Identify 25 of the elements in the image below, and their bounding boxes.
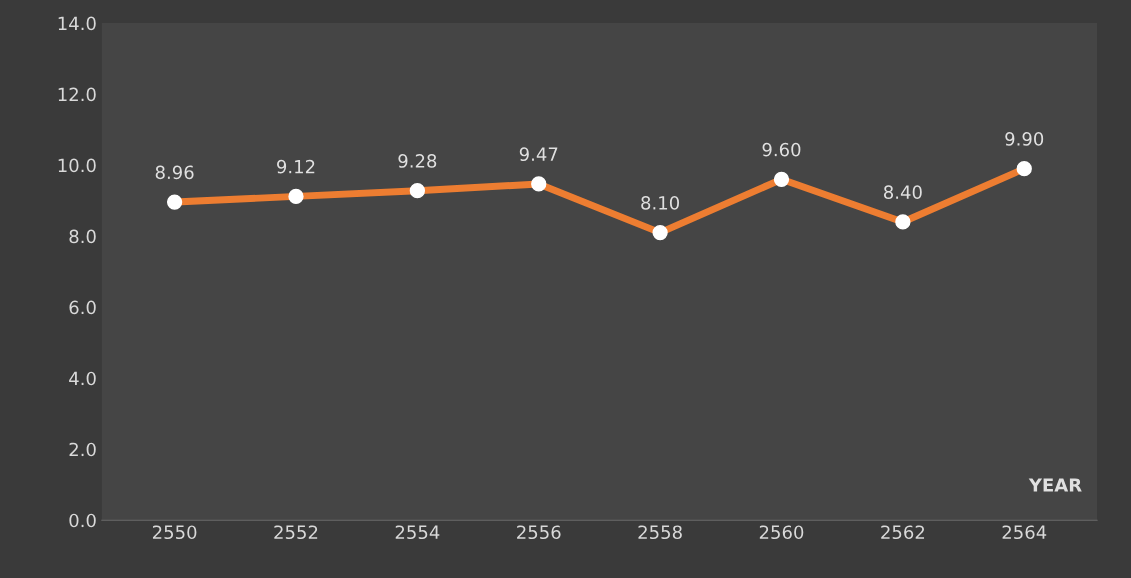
data-label: 9.90	[1005, 132, 1044, 146]
data-label: 9.12	[277, 159, 315, 174]
data-label: 8.40	[883, 185, 922, 200]
x-tick-label: 2556	[517, 525, 561, 540]
data-label: 9.47	[519, 147, 558, 162]
y-tick-label: 4.0	[69, 371, 96, 386]
data-label: 9.28	[398, 154, 437, 168]
x-tick-label: 2562	[881, 525, 925, 540]
data-label: 8.96	[155, 165, 194, 180]
data-label: 8.10	[641, 196, 680, 210]
x-axis-title: YEAR	[1028, 478, 1082, 492]
x-tick-label: 2550	[152, 525, 197, 540]
y-tick-label: 14.0	[58, 16, 96, 31]
data-label: 9.60	[762, 142, 801, 157]
x-tick-label: 2552	[274, 525, 318, 540]
y-tick-label: 2.0	[69, 442, 96, 457]
x-tick-label: 2564	[1002, 525, 1047, 540]
y-tick-label: 12.0	[58, 87, 96, 102]
y-tick-label: 0.0	[69, 513, 96, 528]
x-tick-label: 2558	[638, 525, 682, 540]
x-tick-label: 2560	[759, 525, 804, 540]
y-tick-label: 6.0	[69, 300, 96, 315]
y-tick-label: 8.0	[69, 229, 96, 244]
y-tick-label: 10.0	[58, 158, 96, 173]
x-tick-label: 2554	[395, 525, 440, 540]
